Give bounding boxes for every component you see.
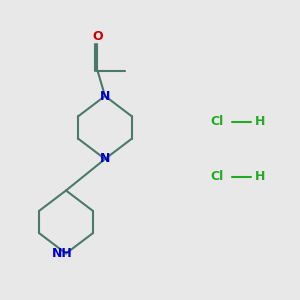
Text: H: H bbox=[255, 170, 266, 184]
Text: H: H bbox=[255, 115, 266, 128]
Text: N: N bbox=[100, 152, 110, 166]
Text: N: N bbox=[100, 89, 110, 103]
Text: NH: NH bbox=[52, 247, 73, 260]
Text: O: O bbox=[92, 30, 103, 44]
Text: Cl: Cl bbox=[210, 170, 223, 184]
Text: Cl: Cl bbox=[210, 115, 223, 128]
